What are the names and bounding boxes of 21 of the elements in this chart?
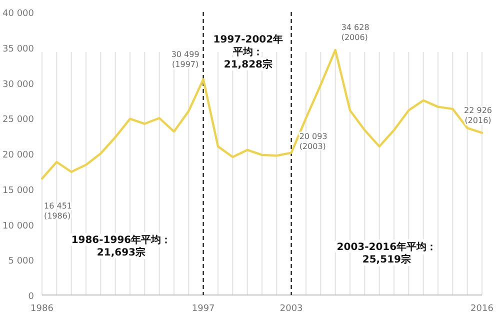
y-tick-label: 25 000	[2, 115, 34, 126]
x-tick-label: 1986	[30, 304, 54, 314]
data-label: 30 499 (1997)	[171, 50, 200, 70]
data-label: 22 926 (2016)	[464, 106, 492, 125]
data-label: 20 093 (2003)	[299, 132, 328, 151]
x-tick-label: 2003	[280, 304, 303, 314]
data-label: 16 451 (1986)	[44, 202, 72, 221]
y-tick-label: 5 000	[8, 256, 34, 267]
annotation: 1986-1996年平均：21,693宗	[71, 234, 172, 258]
y-tick-label: 35 000	[2, 44, 34, 54]
x-tick-label: 1997	[192, 304, 215, 314]
y-tick-label: 10 000	[2, 221, 34, 232]
annotation: 1997-2002年平均：21,828宗	[213, 33, 284, 70]
annotation: 2003-2016年平均：25,519宗	[336, 240, 437, 266]
y-tick-label: 20 000	[2, 150, 34, 160]
x-tick-label: 2016	[470, 304, 494, 314]
y-tick-label: 40 000	[2, 9, 34, 19]
y-tick-label: 15 000	[2, 186, 34, 196]
y-tick-label: 30 000	[2, 80, 34, 90]
data-label: 34 628 (2006)	[341, 23, 370, 42]
y-tick-label: 0	[28, 292, 34, 302]
